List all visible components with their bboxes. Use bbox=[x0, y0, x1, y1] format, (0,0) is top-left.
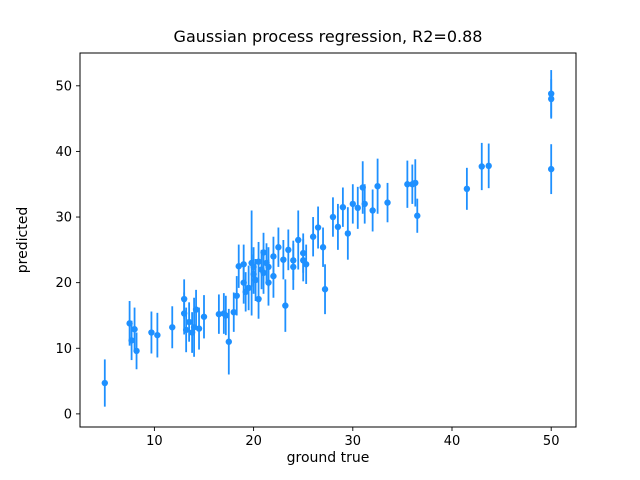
data-point bbox=[329, 213, 337, 221]
data-point bbox=[260, 269, 267, 277]
data-point bbox=[185, 318, 193, 326]
data-point bbox=[128, 337, 135, 344]
y-tick-label: 20 bbox=[55, 276, 72, 291]
data-point bbox=[255, 258, 262, 265]
y-tick-label: 0 bbox=[64, 407, 72, 422]
data-point bbox=[222, 312, 230, 319]
x-tick-label: 30 bbox=[345, 434, 362, 449]
data-point bbox=[349, 200, 356, 208]
data-point bbox=[548, 165, 555, 173]
data-point bbox=[133, 347, 140, 355]
data-point bbox=[265, 279, 272, 286]
data-point bbox=[321, 286, 329, 293]
data-point bbox=[275, 244, 282, 251]
data-point bbox=[485, 162, 492, 170]
data-point bbox=[200, 313, 208, 320]
data-point bbox=[180, 310, 188, 317]
data-point bbox=[344, 230, 352, 237]
data-point bbox=[280, 256, 287, 263]
data-point bbox=[255, 295, 262, 303]
data-point bbox=[290, 263, 297, 271]
chart-title: Gaussian process regression, R2=0.88 bbox=[174, 27, 483, 46]
data-point bbox=[270, 253, 277, 260]
x-tick-label: 20 bbox=[245, 434, 262, 449]
data-point bbox=[260, 249, 267, 256]
data-point bbox=[252, 276, 259, 284]
data-point bbox=[190, 324, 198, 331]
data-point bbox=[245, 284, 252, 292]
data-point bbox=[215, 310, 223, 318]
data-point bbox=[300, 249, 307, 257]
data-point bbox=[233, 292, 240, 299]
data-point bbox=[101, 379, 109, 387]
x-tick-label: 10 bbox=[146, 434, 163, 449]
data-point bbox=[240, 279, 247, 286]
x-tick-label: 50 bbox=[543, 434, 560, 449]
data-point bbox=[192, 306, 200, 313]
data-point bbox=[250, 270, 257, 278]
data-point bbox=[169, 324, 176, 331]
data-point bbox=[384, 199, 391, 206]
x-axis-label: ground true bbox=[287, 450, 370, 466]
data-point bbox=[148, 329, 155, 336]
data-point bbox=[230, 308, 237, 316]
y-tick-label: 30 bbox=[55, 211, 72, 226]
x-tick-label: 40 bbox=[444, 434, 461, 449]
data-point bbox=[270, 272, 277, 280]
data-point bbox=[309, 233, 317, 240]
axes-frame bbox=[79, 52, 577, 428]
data-point bbox=[354, 204, 361, 212]
data-point bbox=[478, 163, 485, 170]
data-point bbox=[548, 90, 555, 97]
data-point bbox=[369, 207, 376, 214]
y-tick-label: 10 bbox=[55, 342, 72, 357]
data-point bbox=[361, 200, 368, 208]
points-layer bbox=[101, 90, 555, 387]
data-point bbox=[414, 212, 421, 219]
data-point bbox=[180, 295, 188, 303]
data-point bbox=[282, 302, 289, 309]
y-tick-label: 40 bbox=[55, 145, 72, 160]
data-point bbox=[319, 244, 327, 251]
data-point bbox=[188, 329, 196, 336]
data-point bbox=[548, 95, 555, 103]
data-point bbox=[265, 263, 272, 271]
data-point bbox=[235, 263, 242, 270]
data-point bbox=[240, 261, 247, 268]
data-point bbox=[359, 184, 366, 191]
data-point bbox=[225, 338, 232, 345]
data-point bbox=[285, 246, 292, 254]
data-point bbox=[290, 257, 297, 264]
plot-area bbox=[80, 53, 576, 427]
data-point bbox=[295, 236, 302, 244]
y-axis-label: predicted bbox=[15, 207, 31, 273]
data-point bbox=[334, 223, 342, 231]
data-point bbox=[412, 179, 419, 187]
data-point bbox=[302, 261, 310, 268]
ticks-layer: 10 20 30 40 50 0 10 20 30 40 50 bbox=[55, 79, 559, 449]
data-point bbox=[182, 326, 190, 334]
data-point bbox=[374, 182, 381, 190]
data-point bbox=[463, 185, 471, 193]
data-point bbox=[154, 331, 161, 339]
data-point bbox=[131, 326, 138, 333]
data-point bbox=[404, 181, 411, 188]
data-point bbox=[195, 325, 203, 332]
data-point bbox=[339, 203, 347, 211]
data-point bbox=[314, 224, 322, 231]
data-point bbox=[250, 263, 257, 271]
y-tick-label: 50 bbox=[55, 79, 72, 94]
data-point bbox=[126, 320, 133, 327]
